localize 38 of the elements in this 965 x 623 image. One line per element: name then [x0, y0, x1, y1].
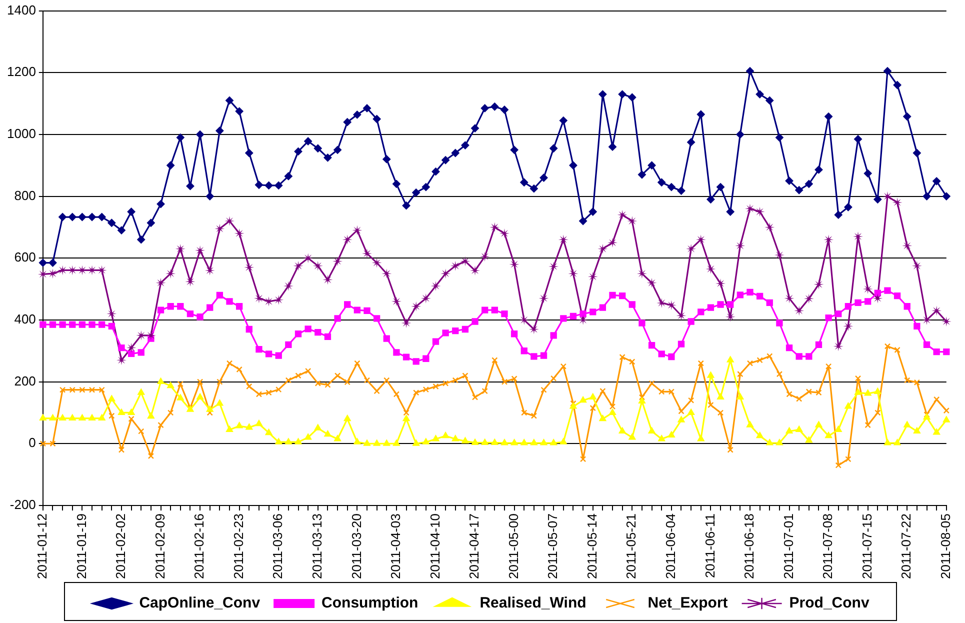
x-tick-label: 2011-06-11 — [702, 513, 718, 578]
y-tick-label: 1400 — [7, 2, 36, 18]
y-tick-label: 400 — [14, 312, 36, 327]
x-tick-label: 2011-04-03 — [388, 513, 404, 580]
legend-label: Realised_Wind — [480, 594, 586, 612]
legend-label: Prod_Conv — [789, 594, 870, 612]
y-tick-label: 200 — [14, 373, 36, 388]
y-tick-label: -200 — [10, 497, 36, 512]
x-tick-label: 2011-05-07 — [545, 513, 560, 580]
y-tick-label: 800 — [14, 188, 36, 203]
x-tick-label: 2011-03-13 — [309, 513, 324, 580]
y-tick-label: 1000 — [7, 126, 36, 142]
x-tick-label: 2011-04-10 — [427, 513, 442, 580]
y-tick-label: 1200 — [7, 64, 36, 80]
y-tick-label: 600 — [14, 250, 36, 265]
y-tick-label: 0 — [28, 435, 36, 450]
x-tick-label: 2011-01-19 — [74, 513, 89, 580]
x-tick-label: 2011-02-02 — [113, 513, 128, 580]
x-tick-label: 2011-02-16 — [192, 513, 207, 580]
legend-label: Consumption — [322, 594, 418, 612]
x-tick-label: 2011-06-18 — [742, 513, 757, 580]
x-tick-label: 2011-07-22 — [898, 513, 914, 580]
legend-label: CapOnline_Conv — [139, 594, 261, 612]
x-tick-label: 2011-03-06 — [270, 513, 286, 580]
x-tick-label: 2011-04-17 — [466, 513, 482, 580]
legend-label: Net_Export — [648, 594, 728, 612]
x-tick-label: 2011-06-04 — [663, 513, 678, 580]
x-tick-label: 2011-07-01 — [780, 513, 796, 580]
x-tick-label: 2011-07-08 — [820, 513, 836, 580]
x-tick-label: 2011-01-12 — [34, 513, 50, 580]
x-tick-label: 2011-05-00 — [506, 513, 521, 580]
x-tick-label: 2011-02-23 — [230, 513, 246, 580]
x-tick-label: 2011-03-20 — [348, 513, 364, 580]
x-tick-label: 2011-08-05 — [938, 513, 953, 580]
x-tick-label: 2011-07-15 — [859, 513, 874, 580]
x-tick-label: 2011-02-09 — [152, 513, 168, 580]
x-tick-label: 2011-05-14 — [584, 513, 600, 580]
x-tick-label: 2011-05-21 — [624, 513, 639, 580]
